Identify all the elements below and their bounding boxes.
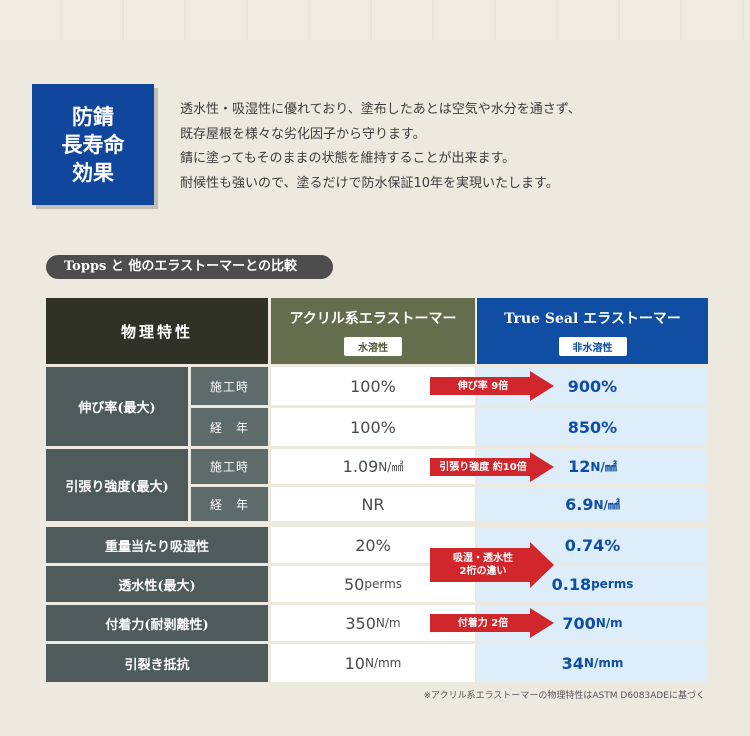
top-decoration [0,0,750,40]
arrow-adhesion: 付着力 2倍 [430,608,554,638]
acrylic-tensile-aged: NR [271,487,475,521]
intro-line-2: 既存屋根を様々な劣化因子から守ります。 [180,126,426,142]
arrow-moisture-line-2: 2桁の違い [459,566,507,577]
header-trueseal-title: True Seal エラストーマー [504,311,681,327]
badge-line-2: 長寿命 [61,131,125,157]
prop-tear: 引裂き抵抗 [46,644,268,682]
arrow-tensile-shape [430,452,554,482]
acrylic-tear: 10 N/mm [271,644,475,682]
trueseal-adhesion-num: 700 [562,613,596,633]
acrylic-tensile-install-num: 1.09 [342,457,379,476]
arrow-elongation: 伸び率 9倍 [430,371,554,401]
trueseal-tear: 34 N/mm [477,644,708,682]
header-trueseal-sub: 非水溶性 [558,337,627,356]
trueseal-tear-num: 34 [561,653,584,673]
arrow-tensile: 引張り強度 約10倍 [430,452,554,482]
acrylic-elongation-aged: 100% [271,408,475,446]
acrylic-permeability-unit: perms [364,577,403,591]
acrylic-tensile-install-unit: N/㎟ [378,460,404,474]
prop-tensile: 引張り強度(最大) [46,449,188,521]
badge-line-1: 防錆 [72,103,114,129]
badge-line-3: 効果 [72,159,114,185]
arrow-moisture-line-1: 吸湿・透水性 [453,553,513,564]
trueseal-tensile-aged: 6.9 N/㎟ [477,487,708,521]
header-acrylic-sub: 水溶性 [344,337,402,356]
trueseal-tensile-aged-unit: N/㎟ [593,497,620,512]
arrow-moisture: 吸湿・透水性 2桁の違い [430,542,554,588]
sub-elongation-aged: 経 年 [191,408,268,446]
arrow-moisture-shape [430,542,554,588]
sub-tensile-install: 施工時 [191,449,268,484]
trueseal-tensile-install-num: 12 [568,457,591,476]
footnote: ※アクリル系エラストーマーの物理特性はASTM D6083ADEに基づく [423,691,705,701]
prop-adhesion: 付着力(耐剥離性) [46,605,268,641]
acrylic-tear-unit: N/mm [364,656,402,670]
acrylic-permeability-num: 50 [343,574,365,594]
trueseal-tear-unit: N/mm [583,656,624,670]
section-title: Topps と 他のエラストーマーとの比較 [46,255,333,279]
arrow-adhesion-label: 付着力 2倍 [457,617,509,629]
arrow-moisture-label: 吸湿・透水性 2桁の違い [430,542,536,588]
arrow-tensile-label: 引張り強度 約10倍 [439,461,527,473]
trueseal-elongation-aged: 850% [477,408,708,446]
prop-permeability: 透水性(最大) [46,566,268,602]
effect-badge: 防錆 長寿命 効果 [32,84,154,205]
intro-text: 透水性・吸湿性に優れており、塗布したあとは空気や水分を通さず、 既存屋根を様々な… [180,98,720,196]
trueseal-permeability-num: 0.18 [551,574,592,594]
acrylic-tear-num: 10 [344,653,365,673]
trueseal-tensile-aged-num: 6.9 [565,494,594,514]
arrow-elongation-shape [430,371,554,401]
header-property: 物理特性 [46,298,268,364]
intro-line-1: 透水性・吸湿性に優れており、塗布したあとは空気や水分を通さず、 [180,102,581,117]
arrow-elongation-label: 伸び率 9倍 [457,380,509,392]
header-trueseal: True Seal エラストーマー 非水溶性 [477,298,708,364]
acrylic-adhesion-num: 350 [345,613,376,633]
arrow-adhesion-shape [430,608,554,638]
sub-elongation-install: 施工時 [191,367,268,405]
acrylic-adhesion-unit: N/m [375,616,401,630]
header-acrylic-title: アクリル系エラストーマー [289,311,457,327]
header-acrylic: アクリル系エラストーマー 水溶性 [271,298,475,364]
trueseal-tensile-install-unit: N/㎟ [590,460,617,474]
prop-moisture: 重量当たり吸湿性 [46,527,268,563]
prop-elongation: 伸び率(最大) [46,367,188,446]
sub-tensile-aged: 経 年 [191,487,268,521]
intro-line-3: 錆に塗ってもそのままの状態を維持することが出来ます。 [180,151,516,166]
intro-line-4: 耐候性も強いので、塗るだけで防水保証10年を実現いたします。 [180,175,559,191]
trueseal-adhesion-unit: N/m [595,616,623,630]
trueseal-permeability-unit: perms [591,577,634,591]
